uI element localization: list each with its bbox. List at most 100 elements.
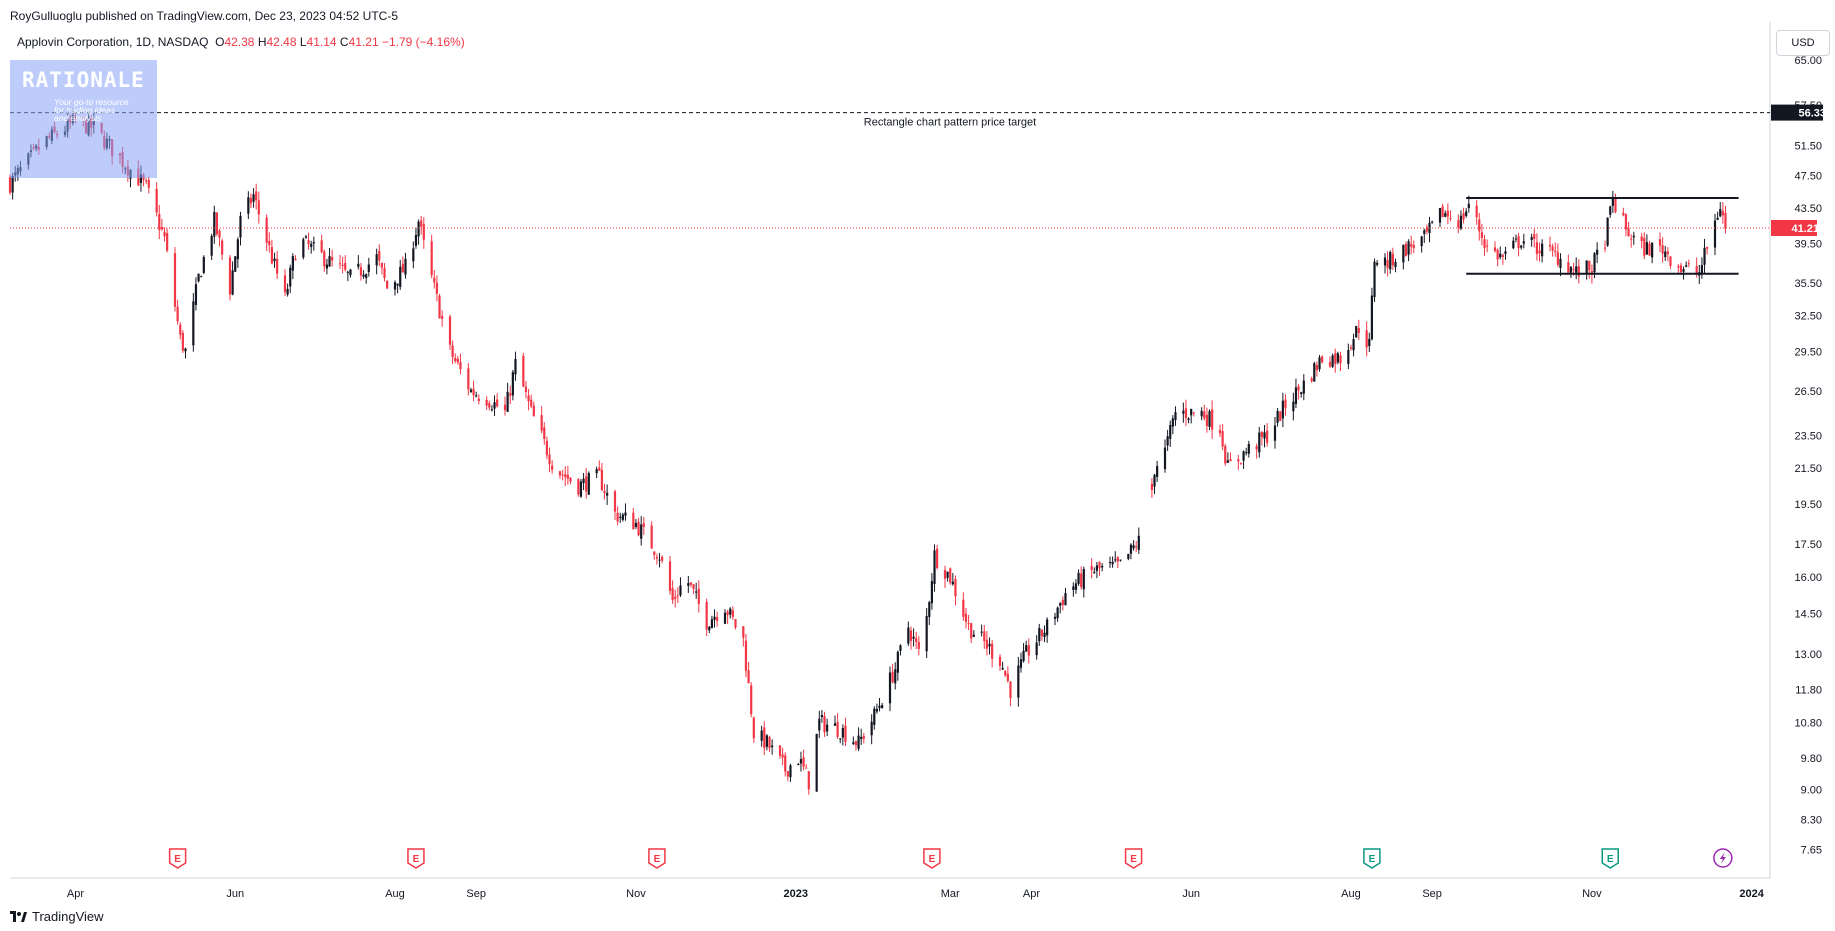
candle-body xyxy=(1245,452,1248,454)
candle-body xyxy=(598,467,601,471)
candle-body xyxy=(1666,251,1669,255)
earnings-marker-letter: E xyxy=(1369,854,1376,865)
candle-body xyxy=(674,596,677,599)
candle-body xyxy=(857,735,860,749)
candle-body xyxy=(176,306,179,322)
candle-body xyxy=(1389,251,1392,270)
candle-body xyxy=(815,733,818,792)
candle-body xyxy=(1425,227,1429,232)
candle-body xyxy=(1336,353,1339,363)
candle-body xyxy=(1116,557,1119,562)
candle-body xyxy=(1061,600,1064,605)
candle-body xyxy=(511,372,514,396)
price-tick-label: 9.80 xyxy=(1801,753,1822,765)
candle-body xyxy=(1200,410,1203,417)
candle-body xyxy=(1072,586,1075,590)
candle-body xyxy=(1438,208,1442,223)
time-tick-label: Aug xyxy=(1341,888,1361,900)
candle-body xyxy=(1462,213,1465,220)
candle-body xyxy=(1713,220,1717,248)
candle-body xyxy=(606,492,609,496)
candle-body xyxy=(899,645,902,651)
candle-body xyxy=(1541,243,1544,257)
candle-body xyxy=(302,239,305,258)
candle-body xyxy=(970,623,973,639)
candle-body xyxy=(933,550,936,585)
candle-body xyxy=(1025,645,1028,652)
candle-body xyxy=(312,242,315,244)
candle-body xyxy=(1260,431,1264,437)
candle-body xyxy=(988,643,991,647)
candle-body xyxy=(551,465,554,470)
candle-body xyxy=(1040,629,1044,637)
currency-button[interactable]: USD xyxy=(1776,30,1830,56)
candle-body xyxy=(307,240,310,245)
candle-body xyxy=(1208,411,1211,427)
candle-body xyxy=(1187,418,1190,420)
candle-body xyxy=(1376,262,1379,265)
candle-body xyxy=(1501,255,1504,257)
candle-body xyxy=(294,258,297,261)
candle-body xyxy=(616,512,619,522)
price-target-text: Rectangle chart pattern price target xyxy=(864,117,1036,129)
candle-body xyxy=(946,571,949,578)
candle-body xyxy=(1431,221,1434,223)
candle-body xyxy=(1281,400,1284,419)
candle-body xyxy=(603,490,606,494)
candle-body xyxy=(383,268,386,278)
candle-body xyxy=(1530,237,1533,240)
candle-body xyxy=(414,234,418,246)
candle-body xyxy=(991,643,994,659)
candle-body xyxy=(506,391,509,412)
candle-body xyxy=(826,724,829,732)
candle-body xyxy=(634,522,638,527)
low-value: 41.14 xyxy=(306,35,337,49)
candle-body xyxy=(1651,242,1654,258)
rationale-watermark: RATIONALE Your go-to resource for tradin… xyxy=(10,60,157,178)
candle-body xyxy=(386,280,389,289)
price-target-badge xyxy=(1771,104,1823,121)
candle-body xyxy=(522,355,525,387)
candle-body xyxy=(1046,619,1049,636)
candle-body xyxy=(860,736,863,740)
price-tick-label: 11.80 xyxy=(1795,685,1822,697)
candle-body xyxy=(490,409,494,411)
candle-body xyxy=(637,521,640,536)
candle-body xyxy=(247,197,250,214)
candle-body xyxy=(1465,211,1468,217)
time-tick-label: Apr xyxy=(1023,888,1040,900)
candle-body xyxy=(613,491,617,512)
watermark-tagline-1: Your go-to resource xyxy=(54,97,129,107)
candle-body xyxy=(1483,239,1486,248)
candle-body xyxy=(1493,247,1497,252)
candle-body xyxy=(841,728,844,738)
candle-body xyxy=(412,248,415,262)
candle-body xyxy=(249,197,253,204)
candle-body xyxy=(433,277,436,283)
earnings-marker-icon xyxy=(648,848,666,869)
candle-body xyxy=(915,638,918,643)
candle-body xyxy=(585,476,588,492)
candle-body xyxy=(11,176,14,193)
time-tick-label: Apr xyxy=(67,888,84,900)
candle-body xyxy=(750,685,753,715)
candle-body xyxy=(980,631,983,633)
candle-body xyxy=(1658,239,1662,246)
candle-body xyxy=(202,256,205,273)
price-tick-label: 19.50 xyxy=(1794,499,1822,511)
time-tick-label: Aug xyxy=(385,888,405,900)
candle-body xyxy=(1596,249,1599,255)
candle-body xyxy=(1027,645,1030,656)
candle-body xyxy=(1080,573,1083,588)
tradingview-brand[interactable]: TradingView xyxy=(10,909,104,924)
candle-body xyxy=(998,656,1002,666)
watermark-tagline-3: and analysis xyxy=(54,113,102,123)
earnings-marker-icon xyxy=(407,848,425,869)
time-tick-label: Jun xyxy=(1182,888,1200,900)
candle-body xyxy=(1522,241,1525,244)
candle-body xyxy=(192,301,195,346)
candle-body xyxy=(710,619,714,629)
candle-body xyxy=(1064,592,1067,606)
